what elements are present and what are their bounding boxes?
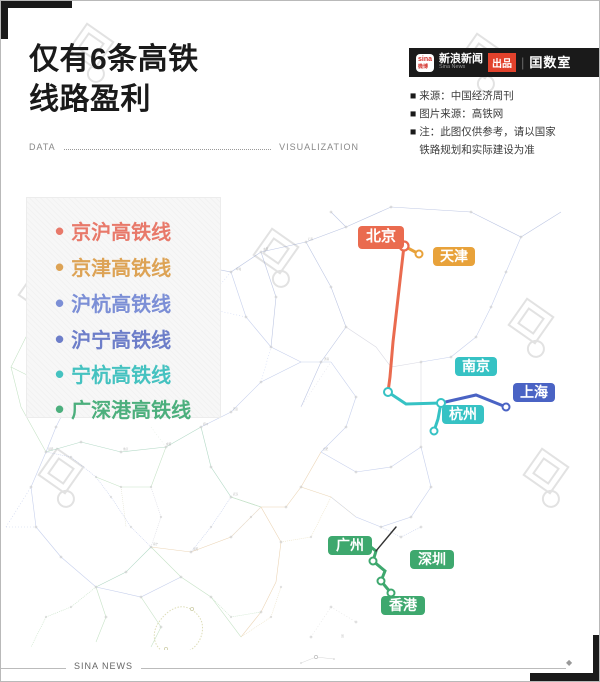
svg-text:成都: 成都 — [166, 442, 172, 446]
svg-text:武汉: 武汉 — [233, 492, 239, 496]
svg-text:西安: 西安 — [233, 407, 239, 411]
svg-text:重庆: 重庆 — [123, 447, 129, 451]
svg-text:国: 国 — [341, 633, 344, 638]
svg-text:郑州: 郑州 — [203, 422, 209, 426]
svg-text:济南: 济南 — [324, 357, 330, 361]
svg-text:贵阳: 贵阳 — [193, 547, 199, 551]
svg-text:呼和: 呼和 — [236, 267, 242, 271]
svg-text:合肥: 合肥 — [323, 447, 329, 451]
svg-text:昆明: 昆明 — [48, 447, 54, 451]
svg-text:石家: 石家 — [308, 237, 314, 241]
svg-text:太原: 太原 — [263, 247, 269, 251]
svg-text:南宁: 南宁 — [153, 542, 159, 546]
